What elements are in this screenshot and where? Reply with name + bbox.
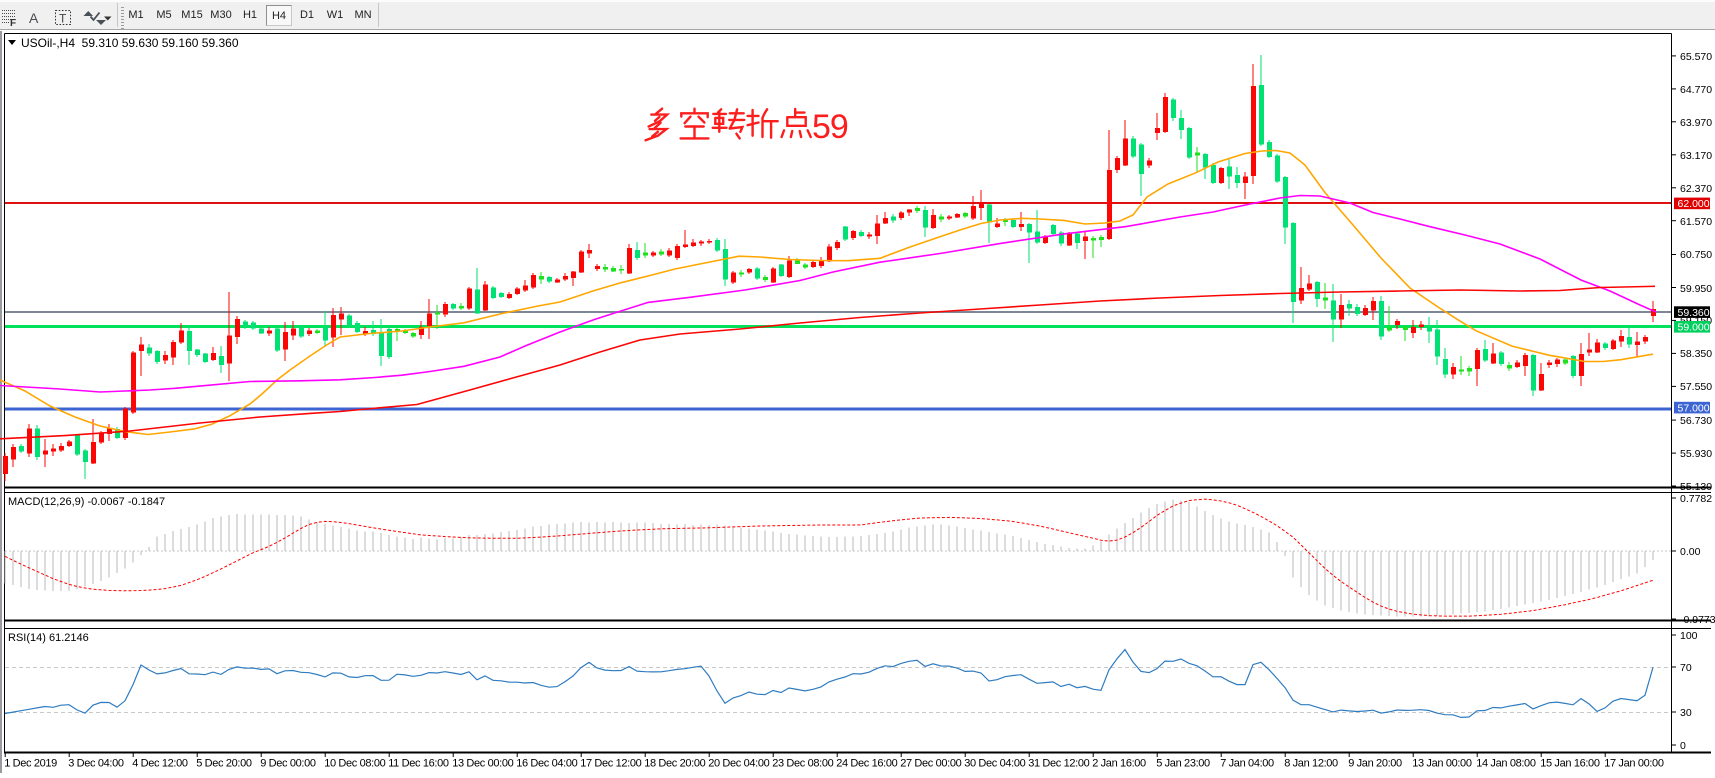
- svg-text:65.570: 65.570: [1680, 51, 1712, 63]
- svg-text:57.550: 57.550: [1680, 381, 1712, 393]
- svg-text:59: 59: [812, 108, 848, 146]
- svg-text:18 Dec 20:00: 18 Dec 20:00: [644, 758, 705, 770]
- svg-text:30 Dec 04:00: 30 Dec 04:00: [964, 758, 1025, 770]
- svg-text:0.00: 0.00: [1680, 546, 1701, 558]
- svg-text:20 Dec 04:00: 20 Dec 04:00: [708, 758, 769, 770]
- svg-text:59.950: 59.950: [1680, 283, 1712, 295]
- svg-text:62.000: 62.000: [1678, 198, 1710, 210]
- svg-text:11 Dec 16:00: 11 Dec 16:00: [388, 758, 449, 770]
- svg-text:55.130: 55.130: [1680, 481, 1712, 493]
- svg-text:5 Dec 20:00: 5 Dec 20:00: [196, 758, 252, 770]
- svg-text:3 Dec 04:00: 3 Dec 04:00: [68, 758, 124, 770]
- svg-text:55.930: 55.930: [1680, 448, 1712, 460]
- svg-text:13 Jan 00:00: 13 Jan 00:00: [1412, 758, 1472, 770]
- svg-text:63.170: 63.170: [1680, 150, 1712, 162]
- svg-text:100: 100: [1680, 630, 1698, 642]
- svg-text:16 Dec 04:00: 16 Dec 04:00: [516, 758, 577, 770]
- svg-text:4 Dec 12:00: 4 Dec 12:00: [132, 758, 188, 770]
- svg-text:F: F: [10, 18, 16, 29]
- svg-text:70: 70: [1680, 662, 1692, 674]
- svg-text:61.570: 61.570: [1680, 216, 1712, 228]
- svg-text:59.360: 59.360: [1678, 307, 1710, 319]
- svg-text:27 Dec 00:00: 27 Dec 00:00: [900, 758, 961, 770]
- svg-text:63.970: 63.970: [1680, 117, 1712, 129]
- svg-text:24 Dec 16:00: 24 Dec 16:00: [836, 758, 897, 770]
- svg-text:9 Dec 00:00: 9 Dec 00:00: [260, 758, 316, 770]
- svg-text:A: A: [29, 10, 39, 26]
- svg-text:56.730: 56.730: [1680, 415, 1712, 427]
- svg-text:60.750: 60.750: [1680, 249, 1712, 261]
- svg-text:31 Dec 12:00: 31 Dec 12:00: [1028, 758, 1089, 770]
- svg-text:1 Dec 2019: 1 Dec 2019: [4, 758, 57, 770]
- svg-text:RSI(14) 61.2146: RSI(14) 61.2146: [8, 632, 89, 644]
- svg-text:9 Jan 20:00: 9 Jan 20:00: [1348, 758, 1402, 770]
- svg-text:58.350: 58.350: [1680, 348, 1712, 360]
- svg-text:2 Jan 16:00: 2 Jan 16:00: [1092, 758, 1146, 770]
- svg-text:USOil-,H4 59.310 59.630 59.16: USOil-,H4 59.310 59.630 59.160 59.360: [21, 36, 239, 50]
- svg-text:10 Dec 08:00: 10 Dec 08:00: [324, 758, 385, 770]
- svg-text:14 Jan 08:00: 14 Jan 08:00: [1476, 758, 1536, 770]
- svg-text:8 Jan 12:00: 8 Jan 12:00: [1284, 758, 1338, 770]
- svg-text:-0.9773: -0.9773: [1680, 614, 1715, 626]
- svg-text:5 Jan 23:00: 5 Jan 23:00: [1156, 758, 1210, 770]
- svg-text:64.770: 64.770: [1680, 84, 1712, 96]
- svg-text:30: 30: [1680, 707, 1692, 719]
- svg-text:15 Jan 16:00: 15 Jan 16:00: [1540, 758, 1600, 770]
- svg-text:17 Dec 12:00: 17 Dec 12:00: [580, 758, 641, 770]
- svg-text:57.000: 57.000: [1678, 402, 1710, 414]
- svg-text:0: 0: [1680, 740, 1686, 752]
- svg-text:7 Jan 04:00: 7 Jan 04:00: [1220, 758, 1274, 770]
- svg-text:T: T: [59, 12, 67, 26]
- svg-text:23 Dec 08:00: 23 Dec 08:00: [772, 758, 833, 770]
- svg-text:13 Dec 00:00: 13 Dec 00:00: [452, 758, 513, 770]
- svg-text:MACD(12,26,9) -0.0067 -0.1847: MACD(12,26,9) -0.0067 -0.1847: [8, 496, 165, 508]
- svg-text:59.000: 59.000: [1678, 322, 1710, 334]
- svg-text:0.7782: 0.7782: [1680, 493, 1712, 505]
- svg-text:17 Jan 00:00: 17 Jan 00:00: [1604, 758, 1664, 770]
- svg-text:62.370: 62.370: [1680, 183, 1712, 195]
